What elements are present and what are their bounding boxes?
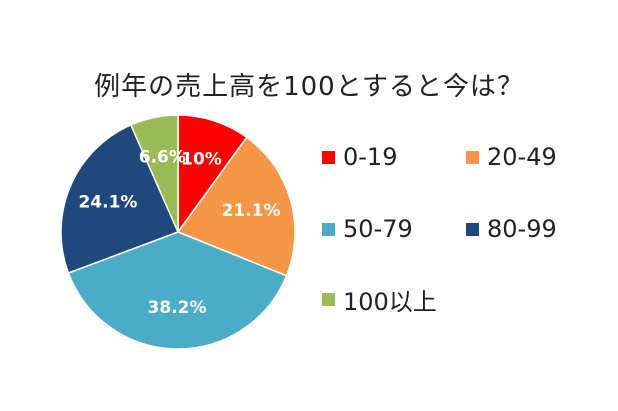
legend-label: 80-99 xyxy=(487,215,557,243)
legend-label: 20-49 xyxy=(487,143,557,171)
legend-item-0-19: 0-19 xyxy=(322,142,397,172)
pie-slice-3 xyxy=(60,123,180,274)
legend-swatch xyxy=(322,222,335,236)
pie-slice-2 xyxy=(67,231,288,350)
chart-title: 例年の売上高を100とすると今は？ xyxy=(94,72,524,102)
pie-slice-4 xyxy=(129,114,179,233)
legend-swatch xyxy=(466,222,479,236)
legend-item-50-79: 50-79 xyxy=(322,214,413,244)
pie-slice-1 xyxy=(176,136,296,277)
legend-label: 50-79 xyxy=(343,215,413,243)
slice-data-label-3: 24.1% xyxy=(78,192,137,212)
legend-label: 0-19 xyxy=(343,143,398,171)
slice-data-label-2: 38.2% xyxy=(148,298,207,318)
legend-item-100-plus: 100以上 xyxy=(322,284,437,316)
slice-data-label-1: 21.1% xyxy=(222,201,281,221)
legend-swatch xyxy=(466,150,479,164)
legend-swatch xyxy=(322,292,335,306)
legend-swatch xyxy=(322,150,335,164)
legend-label: 100以上 xyxy=(343,287,437,316)
legend-item-20-49: 20-49 xyxy=(466,142,557,172)
pie-slice-0 xyxy=(177,114,248,235)
slice-data-label-0: 10% xyxy=(181,150,222,170)
slice-data-label-4: 6.6% xyxy=(139,148,186,168)
legend-item-80-99: 80-99 xyxy=(466,214,557,244)
